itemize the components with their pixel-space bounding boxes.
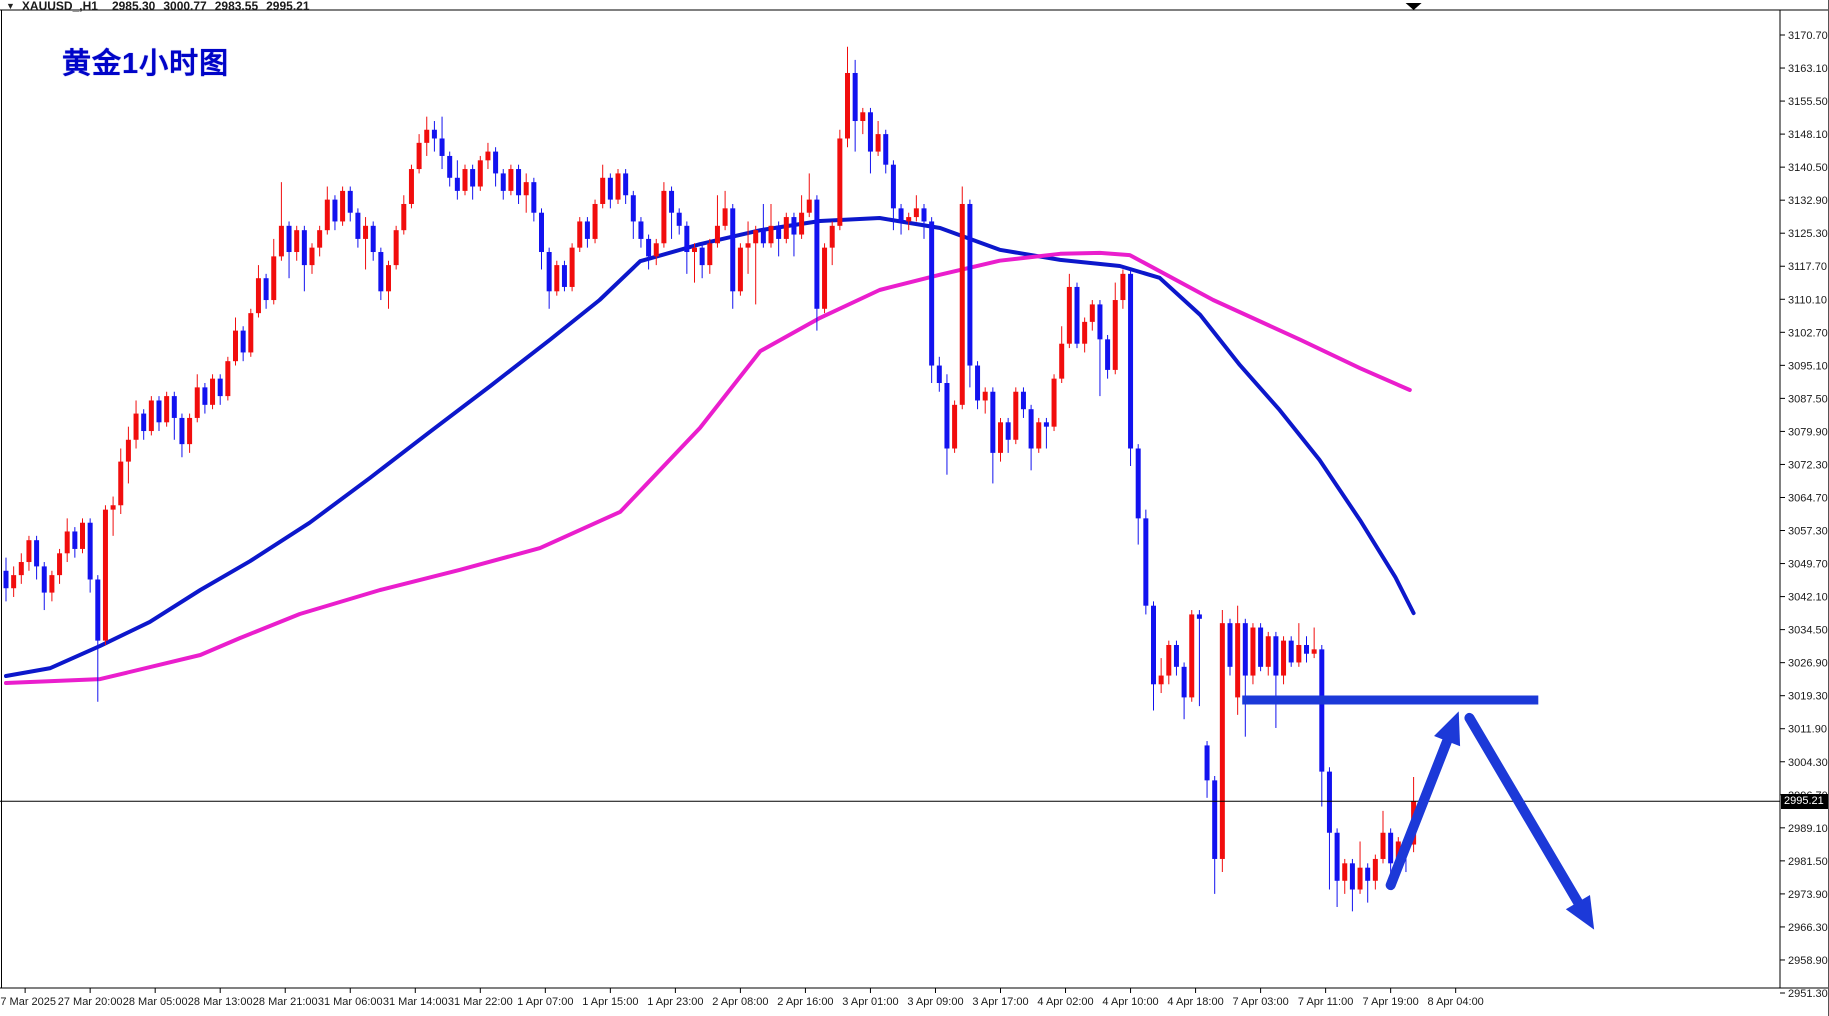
svg-text:1 Apr 23:00: 1 Apr 23:00	[647, 996, 703, 1008]
open-value: 2985.30	[111, 0, 156, 13]
svg-text:31 Mar 06:00: 31 Mar 06:00	[318, 996, 383, 1008]
svg-text:2958.90: 2958.90	[1788, 955, 1828, 967]
svg-text:28 Mar 21:00: 28 Mar 21:00	[253, 996, 318, 1008]
svg-text:28 Mar 13:00: 28 Mar 13:00	[188, 996, 253, 1008]
low-value: 2983.55	[214, 0, 259, 13]
svg-text:4 Apr 18:00: 4 Apr 18:00	[1167, 996, 1223, 1008]
svg-text:3102.70: 3102.70	[1788, 327, 1828, 339]
svg-text:8 Apr 04:00: 8 Apr 04:00	[1428, 996, 1484, 1008]
y-axis: 3170.70 3163.10 3155.50 3148.10 3140.50 3132.…	[1780, 30, 1828, 1000]
close-value: 2995.21	[266, 0, 310, 13]
chart-frame	[0, 9, 1828, 989]
svg-text:3034.50: 3034.50	[1788, 625, 1828, 637]
svg-text:2981.50: 2981.50	[1788, 856, 1828, 868]
svg-text:3042.10: 3042.10	[1788, 592, 1828, 604]
svg-text:3140.50: 3140.50	[1788, 162, 1828, 174]
svg-text:28 Mar 05:00: 28 Mar 05:00	[123, 996, 188, 1008]
svg-text:3125.30: 3125.30	[1788, 228, 1828, 240]
svg-text:2973.90: 2973.90	[1788, 889, 1828, 901]
annotation-arrow-up[interactable]	[1385, 711, 1461, 891]
svg-text:3170.70: 3170.70	[1788, 30, 1828, 42]
svg-text:31 Mar 14:00: 31 Mar 14:00	[383, 996, 448, 1008]
svg-text:3072.30: 3072.30	[1788, 459, 1828, 471]
svg-text:3 Apr 09:00: 3 Apr 09:00	[907, 996, 963, 1008]
svg-text:1 Apr 07:00: 1 Apr 07:00	[517, 996, 573, 1008]
svg-text:2 Apr 16:00: 2 Apr 16:00	[777, 996, 833, 1008]
svg-text:3110.10: 3110.10	[1788, 294, 1827, 306]
svg-text:3049.70: 3049.70	[1788, 559, 1828, 571]
annotation-arrow-down[interactable]	[1464, 712, 1595, 930]
svg-text:3132.90: 3132.90	[1788, 195, 1828, 207]
svg-text:2966.30: 2966.30	[1788, 922, 1828, 934]
svg-text:3 Apr 17:00: 3 Apr 17:00	[972, 996, 1028, 1008]
svg-text:4 Apr 10:00: 4 Apr 10:00	[1102, 996, 1158, 1008]
svg-text:27 Mar 20:00: 27 Mar 20:00	[58, 996, 123, 1008]
svg-text:3026.90: 3026.90	[1788, 658, 1828, 670]
svg-text:2989.10: 2989.10	[1788, 823, 1828, 835]
svg-text:3117.70: 3117.70	[1788, 261, 1827, 273]
svg-text:1 Apr 15:00: 1 Apr 15:00	[582, 996, 638, 1008]
svg-text:3148.10: 3148.10	[1788, 129, 1828, 141]
current-price-label: 2995.21	[1781, 794, 1828, 809]
svg-text:7 Apr 03:00: 7 Apr 03:00	[1232, 996, 1288, 1008]
svg-text:3019.30: 3019.30	[1788, 691, 1828, 703]
symbol-period-label: XAUUSD_,H1	[21, 0, 98, 13]
svg-text:3095.10: 3095.10	[1788, 360, 1828, 372]
svg-text:27 Mar 2025: 27 Mar 2025	[0, 996, 56, 1008]
svg-text:4 Apr 02:00: 4 Apr 02:00	[1037, 996, 1093, 1008]
chart-title: 黄金1小时图	[62, 48, 230, 80]
svg-text:3057.30: 3057.30	[1788, 526, 1828, 538]
x-axis: 27 Mar 2025 27 Mar 20:00 28 Mar 05:00 28 Ma…	[0, 988, 1484, 1008]
candles-layer	[3, 46, 1417, 912]
svg-text:7 Apr 11:00: 7 Apr 11:00	[1298, 996, 1353, 1008]
svg-text:3087.50: 3087.50	[1788, 393, 1828, 405]
svg-text:2 Apr 08:00: 2 Apr 08:00	[712, 996, 768, 1008]
ma-pink	[4, 250, 1412, 685]
svg-text:3004.30: 3004.30	[1788, 757, 1828, 769]
svg-text:3 Apr 01:00: 3 Apr 01:00	[842, 996, 898, 1008]
last-bar-marker-icon	[1405, 3, 1422, 10]
svg-text:31 Mar 22:00: 31 Mar 22:00	[448, 996, 513, 1008]
one-click-collapse-icon[interactable]: ▼	[6, 0, 15, 11]
svg-text:3155.50: 3155.50	[1788, 96, 1828, 108]
svg-text:3011.90: 3011.90	[1788, 724, 1827, 736]
svg-text:2951.30: 2951.30	[1788, 988, 1828, 1000]
high-value: 3000.77	[163, 0, 207, 13]
svg-text:7 Apr 19:00: 7 Apr 19:00	[1363, 996, 1419, 1008]
svg-text:3079.90: 3079.90	[1788, 426, 1828, 438]
ohlc-header: ▼ XAUUSD_,H1 2985.30 3000.77 2983.55 299…	[6, 0, 318, 13]
svg-text:3163.10: 3163.10	[1788, 63, 1828, 75]
ma-blue	[4, 216, 1416, 678]
svg-text:3064.70: 3064.70	[1788, 492, 1828, 504]
